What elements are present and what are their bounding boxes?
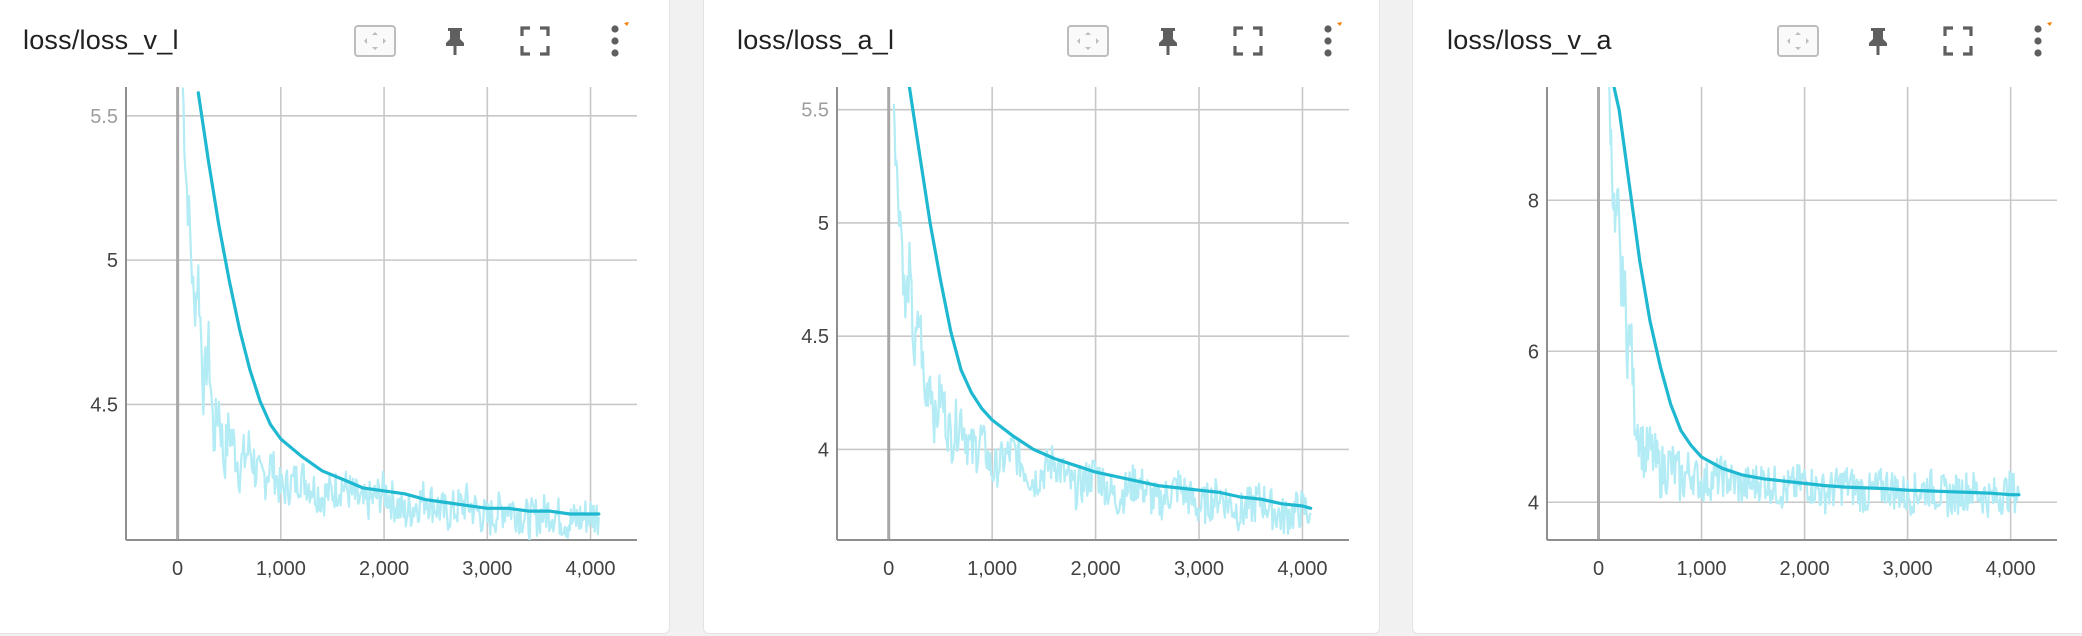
y-tick-label: 4.5 — [90, 394, 118, 416]
line-chart: 4 4.5 5 5.5 0 1,000 2,000 3,000 4,000 — [801, 87, 1349, 580]
x-tick-label: 3,000 — [1883, 558, 1933, 580]
notification-dot-icon — [2047, 22, 2052, 26]
x-tick-label: 2,000 — [1780, 558, 1830, 580]
more-vert-icon — [2034, 22, 2052, 57]
raw-series-line — [1608, 87, 2020, 519]
more-vert-icon — [1324, 22, 1342, 57]
x-tick-label: 1,000 — [256, 558, 306, 580]
pin-icon — [446, 28, 464, 55]
y-tick-label: 5 — [818, 213, 829, 235]
y-tick-label: 4 — [818, 439, 829, 461]
x-tick-label: 2,000 — [1071, 558, 1121, 580]
x-tick-label: 1,000 — [1677, 558, 1727, 580]
x-tick-label: 1,000 — [967, 558, 1017, 580]
pin-icon — [1159, 28, 1177, 55]
chart-title: loss/loss_v_a — [1447, 25, 1612, 55]
pin-button[interactable] — [1856, 19, 1900, 63]
more-vert-icon — [611, 22, 629, 57]
notification-dot-icon — [624, 22, 629, 26]
fullscreen-button[interactable] — [513, 19, 557, 63]
x-tick-label: 4,000 — [1277, 558, 1327, 580]
chart-card-loss-v-a: loss/loss_v_a 4 6 8 0 1,000 2,000 3,000 4,000 — [1412, 0, 2082, 634]
chart-card-loss-a-l: loss/loss_a_l 4 4.5 5 5.5 0 1,000 2,000 3,000 4,… — [703, 0, 1380, 634]
more-menu-button[interactable] — [593, 19, 637, 63]
y-tick-label: 5 — [107, 250, 118, 272]
y-tick-label: 4 — [1528, 492, 1539, 514]
fit-domain-icon — [1067, 25, 1109, 57]
smoothed-series-line — [907, 87, 1313, 510]
pin-icon — [1869, 28, 1887, 55]
chart-title: loss/loss_a_l — [737, 25, 895, 55]
fit-domain-icon — [1777, 25, 1819, 57]
line-chart: 4.5 5 5.5 0 1,000 2,000 3,000 4,000 — [90, 87, 637, 580]
chart-card-loss-v-l: loss/loss_v_l 4.5 5 5.5 0 1,000 2,000 3,000 4,0… — [0, 0, 670, 634]
fullscreen-icon — [1943, 26, 1973, 56]
x-tick-label: 0 — [1593, 558, 1604, 580]
x-tick-label: 0 — [172, 558, 183, 580]
fullscreen-icon — [520, 26, 550, 56]
x-tick-label: 0 — [883, 558, 894, 580]
pin-button[interactable] — [433, 19, 477, 63]
fullscreen-button[interactable] — [1936, 19, 1980, 63]
x-tick-label: 2,000 — [359, 558, 409, 580]
x-tick-label: 4,000 — [566, 558, 616, 580]
chart-title: loss/loss_v_l — [23, 25, 179, 55]
x-tick-label: 3,000 — [1174, 558, 1224, 580]
y-tick-label: 6 — [1528, 341, 1539, 363]
more-menu-button[interactable] — [1306, 19, 1350, 63]
plot-area — [181, 87, 601, 540]
raw-series-line — [181, 87, 600, 540]
x-tick-label: 4,000 — [1986, 558, 2036, 580]
smoothed-series-line — [1612, 87, 2021, 497]
y-tick-label: 5.5 — [90, 106, 118, 128]
pin-button[interactable] — [1146, 19, 1190, 63]
fit-domain-button[interactable] — [353, 19, 397, 63]
fit-domain-button[interactable] — [1066, 19, 1110, 63]
plot-area — [892, 87, 1313, 536]
fullscreen-icon — [1233, 26, 1263, 56]
y-tick-label: 4.5 — [801, 326, 829, 348]
x-tick-label: 3,000 — [462, 558, 512, 580]
fit-domain-icon — [354, 25, 396, 57]
notification-dot-icon — [1337, 22, 1342, 26]
y-tick-label: 8 — [1528, 190, 1539, 212]
fit-domain-button[interactable] — [1776, 19, 1820, 63]
fullscreen-button[interactable] — [1226, 19, 1270, 63]
smoothed-series-line — [196, 91, 601, 516]
y-tick-label: 5.5 — [801, 100, 829, 122]
line-chart: 4 6 8 0 1,000 2,000 3,000 4,000 — [1528, 87, 2057, 580]
raw-series-line — [892, 103, 1312, 536]
more-menu-button[interactable] — [2016, 19, 2060, 63]
plot-area — [1608, 87, 2021, 519]
